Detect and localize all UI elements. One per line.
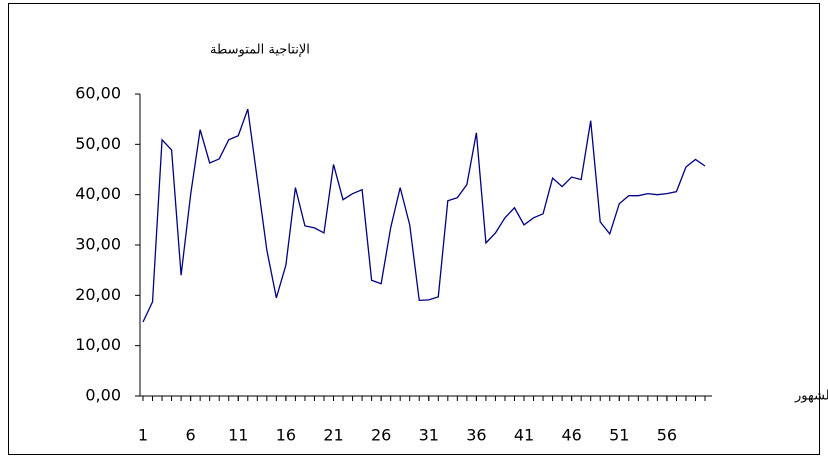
y-tick-label: 50,00 — [75, 134, 121, 153]
x-tick-label: 16 — [276, 426, 296, 445]
x-tick-label: 36 — [466, 426, 486, 445]
x-tick-label: 21 — [323, 426, 343, 445]
x-tick-label: 51 — [609, 426, 629, 445]
y-tick-label: 60,00 — [75, 84, 121, 103]
data-line — [142, 108, 706, 323]
x-tick-label: 46 — [561, 426, 581, 445]
y-tick-label: 20,00 — [75, 285, 121, 304]
y-tick-label: 30,00 — [75, 235, 121, 254]
y-tick-label: 10,00 — [75, 335, 121, 354]
x-tick-label: 6 — [186, 426, 196, 445]
x-tick-label: 31 — [419, 426, 439, 445]
x-tick-label: 56 — [657, 426, 677, 445]
x-tick-label: 11 — [228, 426, 248, 445]
x-tick-label: 26 — [371, 426, 391, 445]
x-tick-label: 41 — [514, 426, 534, 445]
x-tick-label: 1 — [138, 426, 148, 445]
x-axis-label: الشهور — [794, 389, 828, 404]
chart-frame — [8, 3, 820, 455]
y-tick-label: 40,00 — [75, 184, 121, 203]
y-tick-label: 0,00 — [85, 386, 121, 405]
y-axis-label: الإنتاجية المتوسطة — [210, 43, 310, 58]
